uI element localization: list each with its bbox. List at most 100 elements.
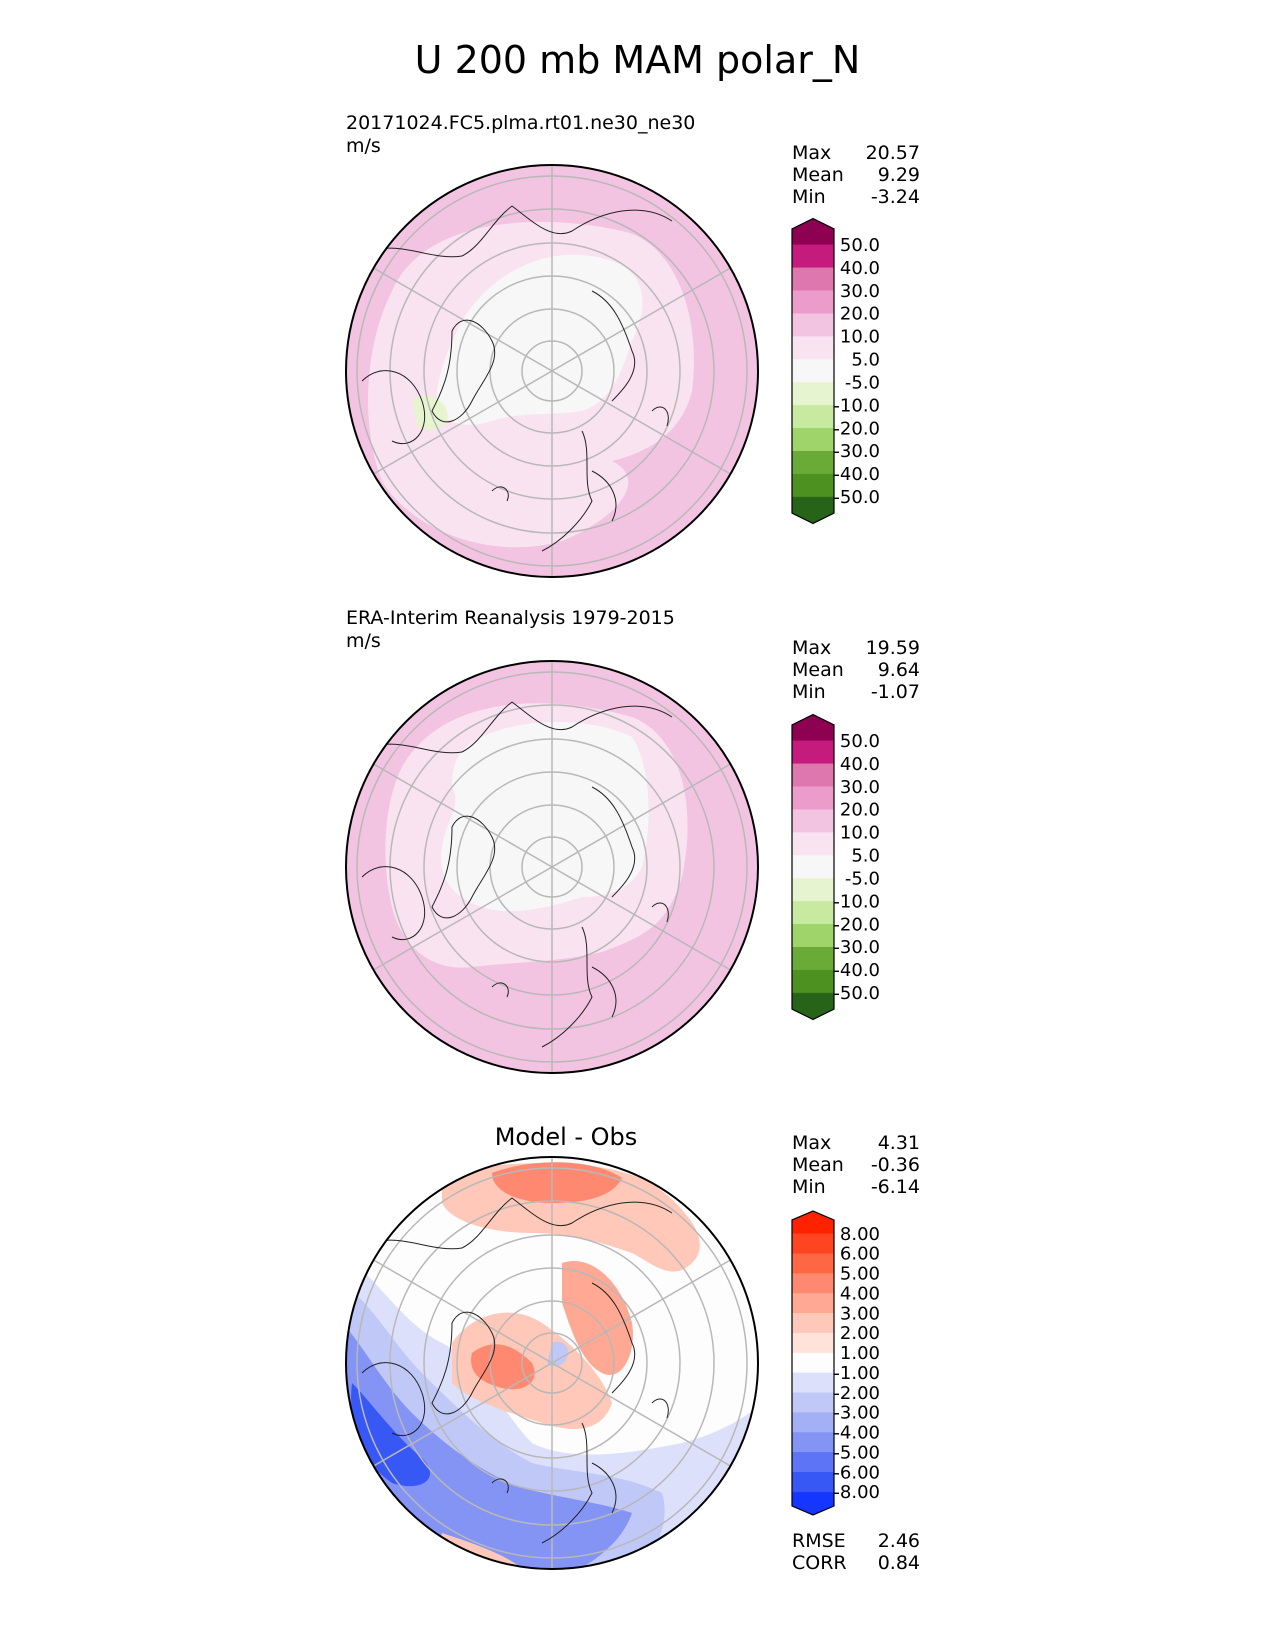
colorbar-tick-label: 50.0	[840, 731, 880, 752]
panel-3-field-pos-2	[492, 1162, 622, 1203]
panel-1-title-run: 20171024.FC5.plma.rt01.ne30_ne30	[346, 112, 696, 134]
colorbar-tick-label: 40.0	[840, 258, 880, 279]
colorbar-tick-label: -10.0	[833, 891, 880, 912]
stat-value: 9.29	[877, 164, 920, 186]
panel-1-title: 20171024.FC5.plma.rt01.ne30_ne30 m/s	[346, 112, 695, 158]
panel-1-field-center	[436, 254, 643, 425]
colorbar-tick-label: 4.00	[840, 1283, 880, 1304]
figure-title: U 200 mb MAM polar_N	[414, 38, 861, 82]
stat-value: 20.57	[865, 142, 920, 164]
stat-label: Min	[792, 186, 826, 208]
panel-2-map	[345, 660, 759, 1074]
colorbar-tick-label: -50.0	[833, 983, 880, 1004]
panel-3-stat-mean: Mean -0.36	[792, 1154, 920, 1176]
colorbar-segment	[791, 1253, 835, 1274]
colorbar-tick-label: -6.00	[833, 1462, 880, 1483]
stat-value: 19.59	[865, 637, 920, 659]
panel-2-stats: Max 19.59 Mean 9.64 Min -1.07	[792, 637, 920, 703]
panel-2-stat-min: Min -1.07	[792, 681, 920, 703]
panel-3-map	[345, 1156, 759, 1570]
panel-3-metrics: RMSE 2.46 CORR 0.84	[792, 1530, 920, 1574]
panel-2-map-border	[345, 660, 759, 1074]
colorbar-tick-label: -3.00	[833, 1403, 880, 1424]
stat-value: -3.24	[870, 186, 920, 208]
panel-1-coastlines	[361, 205, 673, 552]
stat-label: Max	[792, 637, 832, 659]
stat-label: Max	[792, 1132, 832, 1154]
colorbar-segment	[791, 1432, 835, 1453]
panel-1-stat-mean: Mean 9.29	[792, 164, 920, 186]
panel-1-stats: Max 20.57 Mean 9.29 Min -3.24	[792, 142, 920, 208]
panel-1-units: m/s	[346, 135, 381, 157]
panel-3-field-neg-3	[346, 1323, 632, 1569]
colorbar-segment	[791, 1392, 835, 1413]
panel-1-map	[345, 164, 759, 578]
colorbar-segment	[791, 1210, 835, 1235]
colorbar-tick-label: -30.0	[833, 441, 880, 462]
colorbar-segment	[791, 1472, 835, 1493]
metric-value: 0.84	[877, 1552, 920, 1574]
colorbar-tick-label: -5.0	[845, 868, 880, 889]
stat-label: Mean	[792, 659, 844, 681]
colorbar-tick-label: 2.00	[840, 1323, 880, 1344]
stat-value: -0.36	[870, 1154, 920, 1176]
colorbar-tick-label: -1.00	[833, 1363, 880, 1384]
colorbar-tick-label: -30.0	[833, 937, 880, 958]
colorbar-tick-label: -10.0	[833, 395, 880, 416]
colorbar-tick-label: -5.0	[845, 372, 880, 393]
panel-1-field-low	[412, 395, 448, 431]
metric-label: RMSE	[792, 1530, 846, 1552]
colorbar-tick-label: 20.0	[840, 304, 880, 325]
panel-2-stat-mean: Mean 9.64	[792, 659, 920, 681]
colorbar-tick-label: 5.0	[851, 350, 880, 371]
colorbar-outline	[791, 1210, 835, 1516]
colorbar-tick-label: 10.0	[840, 327, 880, 348]
colorbar-tick-label: 10.0	[840, 823, 880, 844]
colorbar-segment	[791, 1452, 835, 1473]
colorbar-outline	[791, 217, 835, 525]
panel-3-field-pos-4	[471, 1344, 535, 1390]
stat-value: -6.14	[870, 1176, 920, 1198]
colorbar-tick-label: -2.00	[833, 1383, 880, 1404]
colorbar-segment	[791, 1491, 835, 1516]
panel-3-stats: Max 4.31 Mean -0.36 Min -6.14	[792, 1132, 920, 1198]
colorbar-tick-label: -20.0	[833, 418, 880, 439]
colorbar-tick-label: -8.00	[833, 1482, 880, 1503]
colorbar-tick-label: 8.00	[840, 1224, 880, 1245]
stat-label: Mean	[792, 164, 844, 186]
colorbar-tick-label: 6.00	[840, 1244, 880, 1265]
panel-1-stat-min: Min -3.24	[792, 186, 920, 208]
metric-label: CORR	[792, 1552, 847, 1574]
panel-2-gridlines	[356, 661, 748, 1073]
stat-label: Min	[792, 1176, 826, 1198]
panel-3-stat-max: Max 4.31	[792, 1132, 920, 1154]
panel-3-metric-rmse: RMSE 2.46	[792, 1530, 920, 1552]
panel-3-stat-min: Min -6.14	[792, 1176, 920, 1198]
panel-1-map-border	[345, 164, 759, 578]
colorbar-segment	[791, 1332, 835, 1354]
stat-value: 4.31	[877, 1132, 920, 1154]
panel-3-metric-corr: CORR 0.84	[792, 1552, 920, 1574]
panel-2-coastlines	[361, 701, 673, 1048]
stat-label: Max	[792, 142, 832, 164]
colorbar-segment	[791, 1352, 835, 1374]
colorbar-tick-label: 50.0	[840, 235, 880, 256]
colorbar-tick-label: -40.0	[833, 464, 880, 485]
colorbar-tick-label: -20.0	[833, 914, 880, 935]
colorbar-tick-label: -40.0	[833, 960, 880, 981]
stat-label: Min	[792, 681, 826, 703]
panel-1-gridlines	[356, 165, 748, 577]
colorbar-tick-label: 40.0	[840, 754, 880, 775]
panel-3-coastlines	[361, 1197, 673, 1544]
colorbar-segment	[791, 1313, 835, 1334]
panel-3-title: Model - Obs	[494, 1123, 638, 1151]
colorbar-tick-label: -4.00	[833, 1423, 880, 1444]
stat-value: -1.07	[870, 681, 920, 703]
colorbar-tick-label: -5.00	[833, 1442, 880, 1463]
colorbar-segment	[791, 1273, 835, 1294]
colorbar-tick-label: 30.0	[840, 281, 880, 302]
colorbar-tick-label: 5.0	[851, 846, 880, 867]
stat-value: 9.64	[877, 659, 920, 681]
